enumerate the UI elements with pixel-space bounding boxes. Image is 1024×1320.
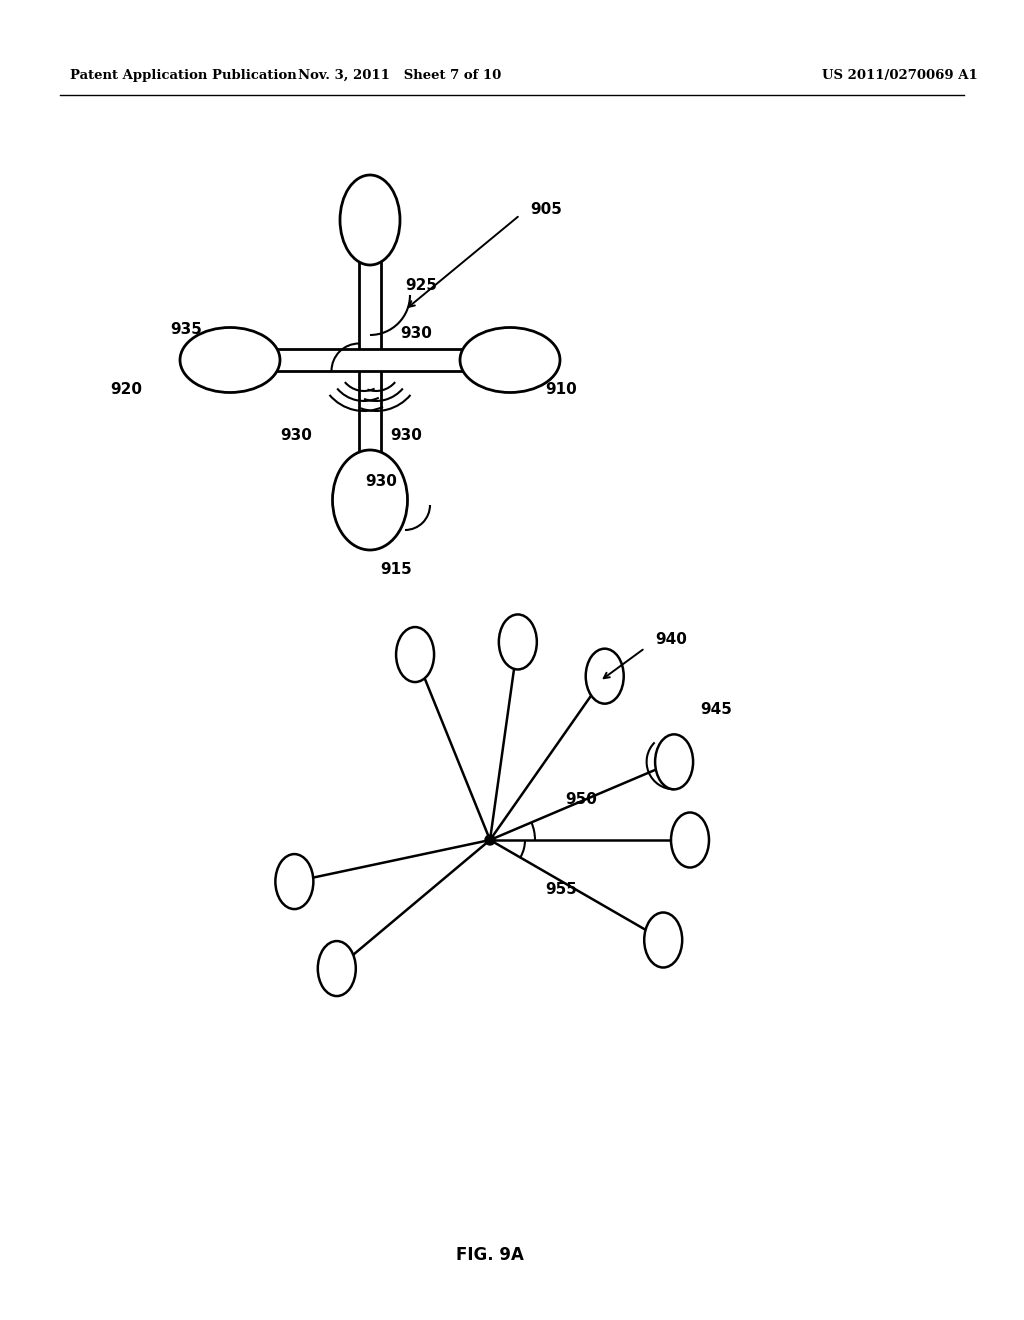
Ellipse shape	[180, 327, 280, 392]
Ellipse shape	[644, 912, 682, 968]
Text: 930: 930	[280, 429, 312, 444]
Text: 930: 930	[400, 326, 432, 342]
Text: Nov. 3, 2011   Sheet 7 of 10: Nov. 3, 2011 Sheet 7 of 10	[298, 69, 502, 82]
Ellipse shape	[671, 813, 709, 867]
Ellipse shape	[317, 941, 355, 997]
Text: 930: 930	[390, 429, 422, 444]
Ellipse shape	[333, 450, 408, 550]
Text: 955: 955	[545, 883, 577, 898]
Ellipse shape	[340, 176, 400, 265]
Ellipse shape	[499, 614, 537, 669]
Ellipse shape	[396, 627, 434, 682]
Text: 910: 910	[545, 383, 577, 397]
Text: 950: 950	[565, 792, 597, 808]
Text: FIG. 9A: FIG. 9A	[456, 1246, 524, 1265]
Text: 925: 925	[406, 277, 437, 293]
Ellipse shape	[275, 854, 313, 909]
Text: US 2011/0270069 A1: US 2011/0270069 A1	[822, 69, 978, 82]
Text: 930: 930	[365, 474, 397, 488]
Text: 920: 920	[110, 383, 142, 397]
Text: 935: 935	[170, 322, 202, 338]
Text: 915: 915	[380, 562, 412, 578]
Ellipse shape	[655, 734, 693, 789]
Bar	[230, 348, 510, 371]
Circle shape	[485, 836, 495, 845]
Bar	[359, 220, 381, 500]
Text: Patent Application Publication: Patent Application Publication	[70, 69, 297, 82]
Text: 945: 945	[700, 702, 732, 718]
Text: 905: 905	[530, 202, 562, 218]
Text: 940: 940	[655, 632, 687, 648]
Ellipse shape	[460, 327, 560, 392]
Ellipse shape	[586, 648, 624, 704]
